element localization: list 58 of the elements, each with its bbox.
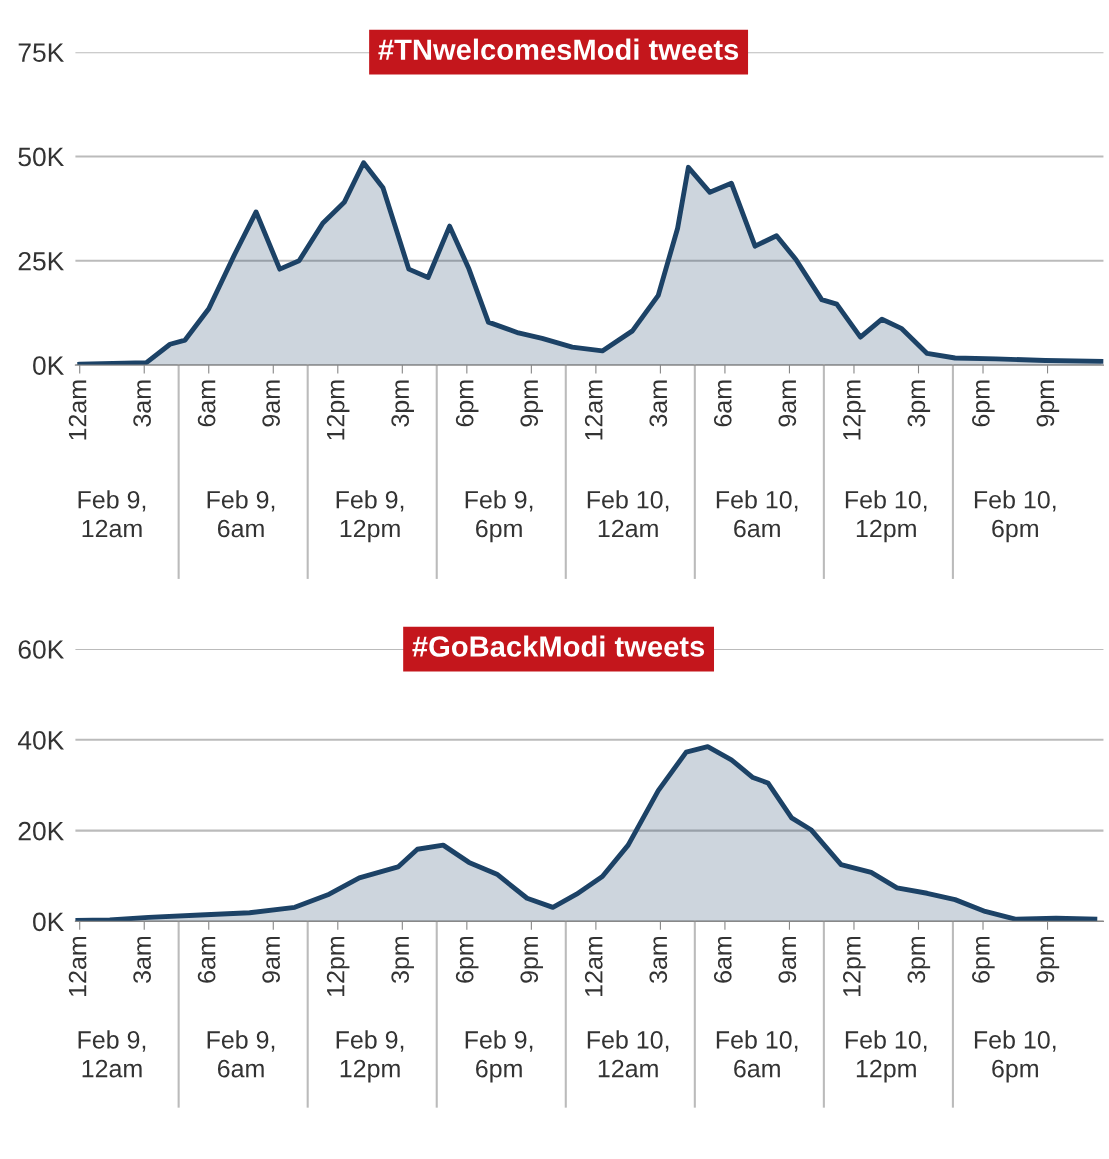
text: Feb 10, 12pm: [845, 490, 927, 543]
x-tick-label: 12am: [68, 380, 87, 440]
y-tick-label: 75K: [18, 43, 65, 62]
text: Feb 9, 12am: [78, 1030, 146, 1078]
x-tick-label: 3am: [133, 936, 151, 983]
x-tick-label: 6am: [713, 380, 732, 427]
x-tick-label: 12am: [584, 936, 603, 996]
text: Feb 10, 12am: [587, 490, 669, 538]
text: Feb 10, 6am: [716, 490, 798, 538]
chart-title: #GoBackModi tweets: [412, 635, 705, 657]
y-tick-label: 0K: [33, 912, 65, 932]
x-tick-label: 9am: [262, 936, 280, 983]
x-tick-label: 6pm: [972, 380, 995, 427]
y-tick-label: 25K: [18, 251, 65, 271]
x-tick-label: 3pm: [391, 380, 414, 427]
text: Feb 10, 6am: [716, 1030, 798, 1078]
x-tick-label: 9am: [262, 380, 280, 427]
text: Feb 9, 12am: [78, 490, 146, 538]
x-tick-label: 6pm: [455, 936, 479, 983]
x-tick-label: 12pm: [326, 380, 350, 440]
x-tick-label: 9pm: [1036, 936, 1060, 983]
y-tick-label: 40K: [17, 730, 65, 750]
text: Feb 10, 6pm: [974, 1030, 1056, 1083]
y-tick-label: 60K: [18, 640, 65, 659]
text: Feb 9, 6am: [207, 1030, 275, 1078]
x-tick-label: 6pm: [972, 936, 995, 983]
x-tick-label: 12pm: [842, 936, 866, 996]
x-tick-label: 9pm: [520, 936, 544, 983]
x-tick-label: 3pm: [907, 936, 931, 983]
text: Feb 9, 6pm: [465, 490, 533, 543]
x-tick-label: 3pm: [391, 936, 414, 983]
x-tick-label: 12am: [68, 936, 87, 996]
x-tick-label: 9pm: [1036, 380, 1060, 427]
text: Feb 9, 6pm: [465, 1030, 533, 1083]
x-tick-label: 6am: [197, 380, 216, 427]
y-tick-label: 20K: [18, 821, 65, 841]
x-tick-label: 3am: [649, 380, 668, 427]
text: Feb 10, 12pm: [845, 1030, 927, 1083]
x-tick-label: 6am: [713, 936, 732, 983]
x-tick-label: 9am: [778, 380, 797, 427]
text: Feb 9, 12pm: [336, 490, 404, 543]
text: Feb 10, 12am: [587, 1030, 669, 1078]
x-tick-label: 3am: [133, 380, 151, 427]
x-tick-label: 3am: [649, 936, 668, 983]
y-tick-label: 50K: [18, 147, 65, 167]
x-tick-label: 3pm: [907, 380, 931, 427]
x-tick-label: 12pm: [842, 380, 866, 440]
x-tick-label: 12am: [584, 380, 603, 440]
x-tick-label: 9pm: [520, 380, 544, 427]
x-tick-label: 6pm: [455, 380, 479, 427]
text: Feb 10, 6pm: [974, 490, 1056, 543]
text: Feb 9, 6am: [207, 490, 275, 538]
x-tick-label: 6am: [197, 936, 216, 983]
y-tick-label: 0K: [33, 356, 65, 375]
chart-title: #TNwelcomesModi tweets: [378, 38, 739, 60]
text: Feb 9, 12pm: [336, 1030, 404, 1083]
x-tick-label: 12pm: [326, 936, 350, 996]
x-tick-label: 9am: [778, 936, 797, 983]
